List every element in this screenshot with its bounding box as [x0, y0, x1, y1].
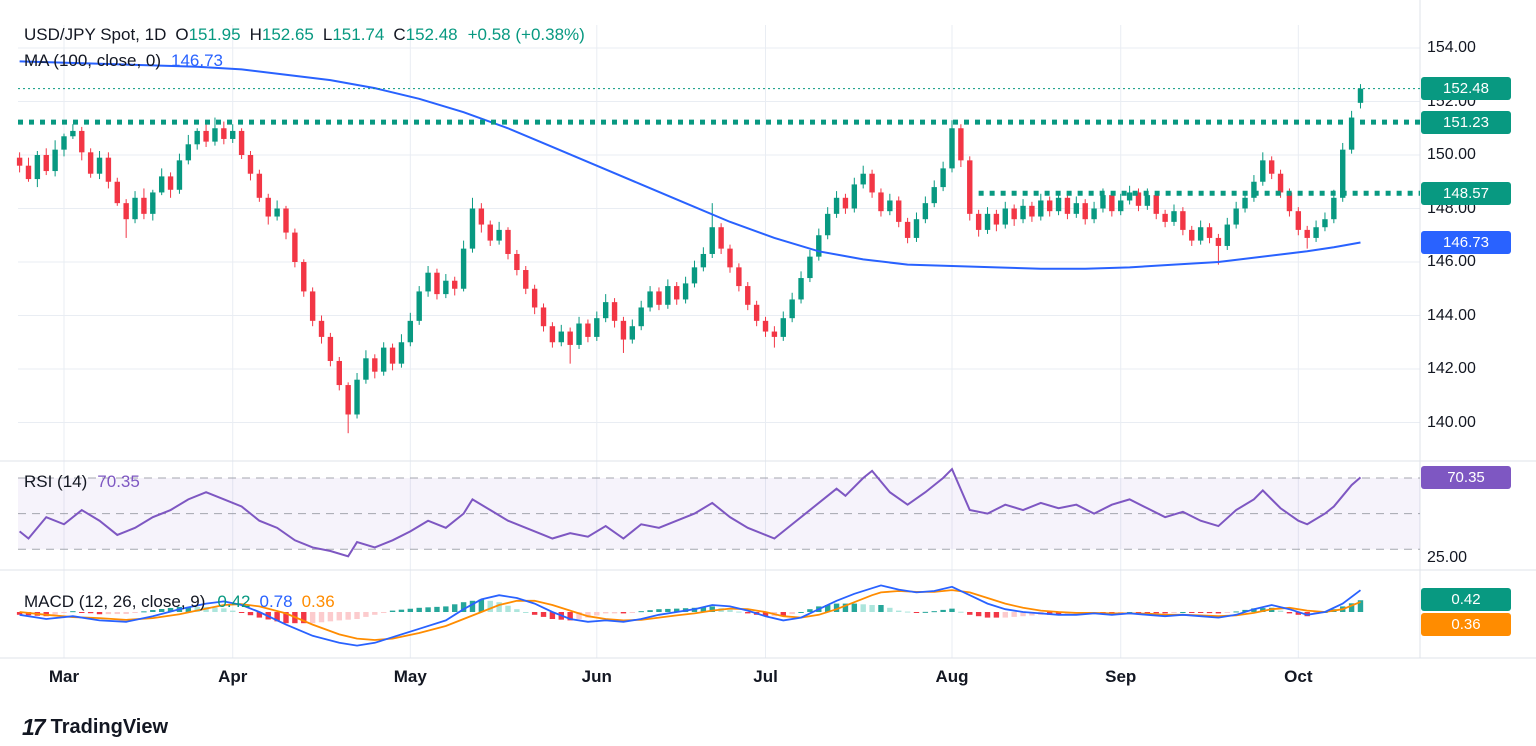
high-label: H: [249, 25, 262, 44]
price-axis-tick: 150.00: [1427, 146, 1476, 163]
macd-hist-value: 0.42: [217, 592, 251, 611]
tradingview-logo[interactable]: 17 TradingView: [22, 714, 168, 741]
macd-line-value: 0.78: [259, 592, 293, 611]
time-axis-month: May: [393, 667, 427, 686]
time-axis-month: Aug: [935, 667, 969, 686]
tradingview-wordmark: TradingView: [50, 716, 169, 738]
symbol-legend[interactable]: USD/JPY Spot, 1D O151.95 H152.65 L151.74 C15…: [24, 25, 585, 45]
macd-badge: 0.36: [1421, 613, 1511, 636]
price-axis-tick: 140.00: [1427, 413, 1476, 431]
rsi-value: 70.35: [97, 472, 140, 491]
macd-legend[interactable]: MACD (12, 26, close, 9) 0.42 0.78 0.36: [24, 592, 335, 612]
time-axis-month: Jul: [753, 667, 778, 686]
time-axis-month: Jun: [581, 667, 612, 686]
ma-value: 146.73: [171, 51, 224, 70]
time-axis-month: Oct: [1284, 667, 1313, 686]
close-value: 152.48: [405, 25, 458, 44]
rsi-axis-tick: 25.00: [1427, 549, 1468, 567]
price-badge: 148.57: [1421, 181, 1511, 205]
price-badge: 151.23: [1421, 110, 1511, 134]
open-value: 151.95: [188, 25, 241, 44]
rsi-legend[interactable]: RSI (14) 70.35: [24, 472, 140, 492]
rsi-label: RSI (14): [24, 472, 88, 491]
price-badge: 152.48: [1421, 77, 1511, 101]
time-axis-month: Apr: [218, 667, 248, 686]
price-badge: 146.73: [1421, 230, 1511, 254]
high-value: 152.65: [261, 25, 314, 44]
time-axis-month: Mar: [48, 667, 80, 686]
ma-label: MA (100, close, 0): [24, 51, 162, 70]
ma-legend[interactable]: MA (100, close, 0) 146.73: [24, 51, 223, 71]
macd-signal-value: 0.36: [301, 592, 335, 611]
low-value: 151.74: [332, 25, 385, 44]
tradingview-mark-icon: 17: [22, 714, 46, 740]
macd-label: MACD (12, 26, close, 9): [24, 592, 206, 611]
price-axis-tick: 142.00: [1427, 360, 1476, 377]
price-axis-tick: 144.00: [1427, 306, 1476, 324]
symbol-title: USD/JPY Spot, 1D: [24, 25, 167, 44]
price-axis-tick: 154.00: [1427, 39, 1476, 56]
rsi-badge: 70.35: [1421, 465, 1511, 489]
close-label: C: [393, 25, 406, 44]
change-value: +0.58 (+0.38%): [467, 25, 585, 44]
open-label: O: [175, 25, 189, 44]
macd-badge: 0.42: [1421, 588, 1511, 611]
low-label: L: [322, 25, 333, 44]
price-axis-tick: 146.00: [1427, 253, 1476, 270]
time-axis-month: Sep: [1105, 667, 1137, 686]
